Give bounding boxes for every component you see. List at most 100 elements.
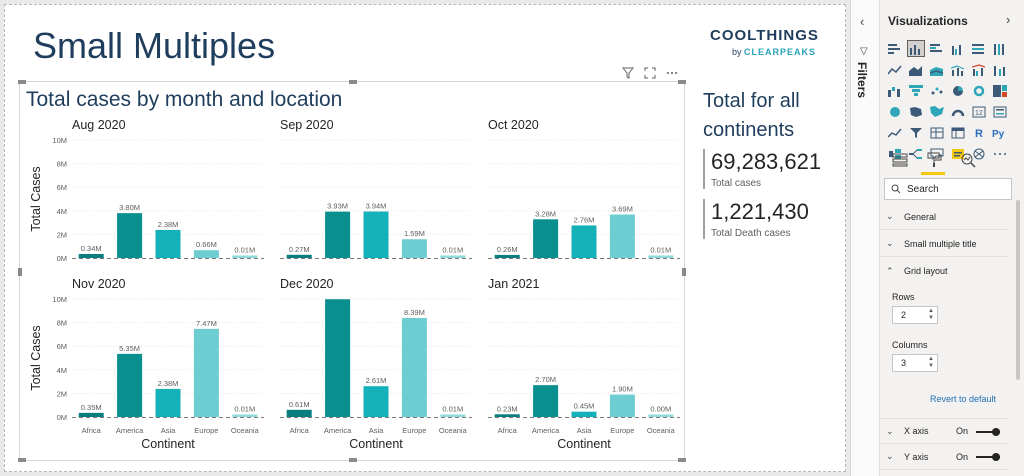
100-column-chart-icon[interactable] bbox=[991, 40, 1009, 57]
table-icon[interactable] bbox=[928, 124, 946, 141]
waterfall-chart-icon[interactable] bbox=[886, 82, 904, 99]
bar bbox=[232, 414, 258, 417]
logo-sub-text: by CLEARPEAKS bbox=[732, 47, 816, 57]
revert-to-default-link[interactable]: Revert to default bbox=[930, 394, 997, 404]
section-label: Small multiple title bbox=[904, 238, 977, 249]
visualizations-title: Visualizations bbox=[888, 14, 968, 28]
bar bbox=[286, 409, 312, 417]
y-tick-label: 2M bbox=[57, 389, 67, 398]
filters-label[interactable]: Filters bbox=[855, 62, 869, 99]
stepper-arrows-icon[interactable]: ▲ ▼ bbox=[928, 308, 934, 321]
svg-text:R: R bbox=[975, 128, 983, 139]
pane-scrollbar[interactable] bbox=[1016, 200, 1020, 380]
data-label: 1.90M bbox=[612, 385, 633, 394]
section-y-axis[interactable]: ⌄ Y axis On bbox=[880, 444, 1008, 470]
filters-pane-collapsed[interactable]: ‹ ▽ Filters bbox=[850, 0, 880, 476]
slicer-icon[interactable] bbox=[907, 124, 925, 141]
resize-handle[interactable] bbox=[678, 80, 686, 84]
bar bbox=[78, 253, 104, 258]
x-axis-toggle[interactable] bbox=[976, 428, 1000, 436]
clustered-bar-chart-icon[interactable] bbox=[928, 40, 946, 57]
arcgis-map-icon[interactable] bbox=[970, 145, 988, 162]
focus-mode-icon[interactable] bbox=[642, 66, 658, 80]
rows-stepper[interactable]: 2 ▲ ▼ bbox=[892, 306, 938, 324]
area-chart-icon[interactable] bbox=[907, 61, 925, 78]
data-label: 7.47M bbox=[196, 319, 217, 328]
resize-handle[interactable] bbox=[349, 80, 357, 84]
qna-icon[interactable] bbox=[928, 145, 946, 162]
resize-handle[interactable] bbox=[349, 458, 357, 462]
filter-icon[interactable] bbox=[620, 66, 636, 80]
resize-handle[interactable] bbox=[18, 80, 26, 84]
columns-stepper[interactable]: 3 ▲ ▼ bbox=[892, 354, 938, 372]
chevron-left-icon[interactable]: ‹ bbox=[860, 14, 865, 29]
section-grid-layout[interactable]: ⌃ Grid layout bbox=[880, 258, 1008, 284]
filled-map-icon[interactable] bbox=[907, 103, 925, 120]
panel-title: Aug 2020 bbox=[72, 118, 126, 132]
section-small-multiple-title[interactable]: ⌄ Small multiple title bbox=[880, 231, 1008, 257]
stepper-arrows-icon[interactable]: ▲ ▼ bbox=[928, 356, 934, 369]
x-tick-label: Africa bbox=[498, 426, 518, 435]
kpi-icon[interactable] bbox=[886, 124, 904, 141]
matrix-icon[interactable] bbox=[949, 124, 967, 141]
small-multiples-visual[interactable]: Total cases by month and location Aug 20… bbox=[18, 67, 686, 462]
bar bbox=[286, 254, 312, 258]
map-icon[interactable] bbox=[886, 103, 904, 120]
chevron-right-icon[interactable]: › bbox=[1006, 12, 1011, 27]
r-visual-icon[interactable]: R bbox=[970, 124, 988, 141]
line-chart-icon[interactable] bbox=[886, 61, 904, 78]
more-visuals-icon[interactable] bbox=[991, 145, 1009, 162]
treemap-icon[interactable] bbox=[991, 82, 1009, 99]
y-axis-title: Total Cases bbox=[29, 325, 43, 390]
card-icon[interactable]: 12 bbox=[970, 103, 988, 120]
data-label: 0.27M bbox=[289, 245, 310, 254]
section-x-axis[interactable]: ⌄ X axis On bbox=[880, 418, 1008, 444]
visual-header bbox=[620, 66, 680, 80]
y-axis-toggle[interactable] bbox=[976, 453, 1000, 461]
multi-row-card-icon[interactable] bbox=[991, 103, 1009, 120]
stacked-bar-chart-icon[interactable] bbox=[886, 40, 904, 57]
stacked-column-chart-icon[interactable] bbox=[907, 40, 925, 57]
totals-card[interactable]: Total for all continents 69,283,621 Tota… bbox=[697, 81, 829, 257]
y-tick-label: 4M bbox=[57, 207, 67, 216]
data-label: 2.38M bbox=[158, 379, 179, 388]
coolthings-logo: COOLTHINGS by CLEARPEAKS bbox=[710, 27, 822, 63]
chevron-down-icon: ⌄ bbox=[886, 211, 894, 221]
resize-handle[interactable] bbox=[18, 268, 22, 276]
panel-title: Sep 2020 bbox=[280, 118, 334, 132]
logo-brand: CLEARPEAKS bbox=[744, 47, 817, 57]
x-tick-label: America bbox=[324, 426, 352, 435]
donut-chart-icon[interactable] bbox=[970, 82, 988, 99]
analytics-magnifier-icon[interactable] bbox=[958, 150, 978, 170]
clustered-column-chart-icon[interactable] bbox=[949, 40, 967, 57]
search-input[interactable]: Search bbox=[884, 178, 1012, 200]
data-label: 0.01M bbox=[442, 246, 463, 255]
title-card[interactable]: Small Multiples bbox=[17, 13, 685, 73]
panel-title: Oct 2020 bbox=[488, 118, 539, 132]
scatter-chart-icon[interactable] bbox=[928, 82, 946, 99]
section-general[interactable]: ⌄ General bbox=[880, 204, 1008, 230]
more-options-icon[interactable] bbox=[664, 66, 680, 80]
resize-handle[interactable] bbox=[678, 458, 686, 462]
bar bbox=[609, 394, 635, 417]
panel-title: Jan 2021 bbox=[488, 277, 539, 291]
columns-value: 3 bbox=[901, 358, 907, 368]
resize-handle[interactable] bbox=[18, 458, 26, 462]
line-and-column-chart-icon[interactable] bbox=[949, 61, 967, 78]
gauge-icon[interactable] bbox=[949, 103, 967, 120]
decomposition-tree-icon[interactable] bbox=[907, 145, 925, 162]
ribbon-chart-icon[interactable] bbox=[991, 61, 1009, 78]
funnel-chart-icon[interactable] bbox=[907, 82, 925, 99]
100-bar-chart-icon[interactable] bbox=[970, 40, 988, 57]
line-and-clustered-column-chart-icon[interactable] bbox=[970, 61, 988, 78]
smart-narrative-icon[interactable] bbox=[949, 145, 967, 162]
kpi-label: Total Death cases bbox=[711, 228, 791, 239]
fields-tab-icon[interactable] bbox=[890, 150, 910, 170]
format-paint-roller-icon[interactable] bbox=[924, 150, 944, 170]
shape-map-icon[interactable] bbox=[928, 103, 946, 120]
pie-chart-icon[interactable] bbox=[949, 82, 967, 99]
resize-handle[interactable] bbox=[682, 268, 686, 276]
bar bbox=[401, 239, 427, 258]
stacked-area-chart-icon[interactable] bbox=[928, 61, 946, 78]
python-visual-icon[interactable]: Py bbox=[991, 124, 1009, 141]
